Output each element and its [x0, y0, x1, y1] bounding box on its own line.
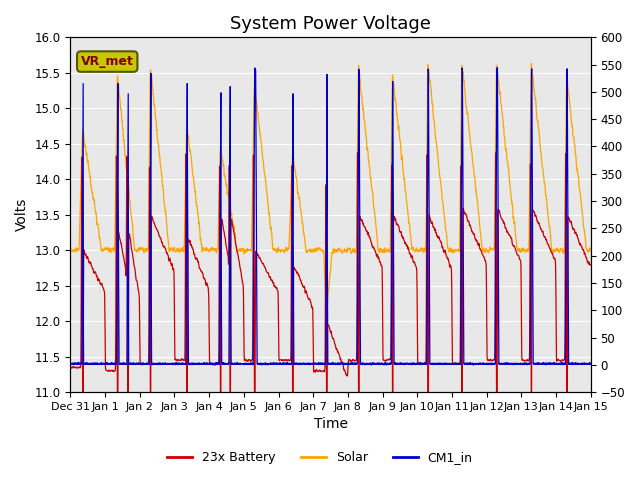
Title: System Power Voltage: System Power Voltage: [230, 15, 431, 33]
X-axis label: Time: Time: [314, 418, 348, 432]
Y-axis label: Volts: Volts: [15, 198, 29, 231]
Text: VR_met: VR_met: [81, 55, 134, 68]
Legend: 23x Battery, Solar, CM1_in: 23x Battery, Solar, CM1_in: [163, 446, 477, 469]
